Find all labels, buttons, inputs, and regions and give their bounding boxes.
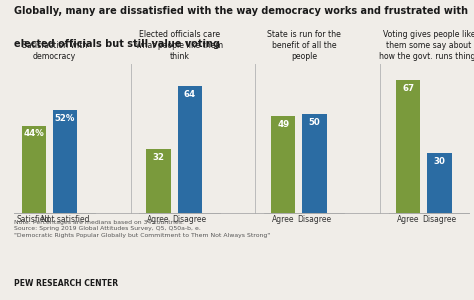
Bar: [302, 113, 327, 213]
Bar: [427, 154, 452, 213]
Bar: [53, 110, 77, 213]
Title: State is run for the
benefit of all the
people: State is run for the benefit of all the …: [267, 30, 341, 62]
Text: 49: 49: [277, 119, 290, 128]
Text: Globally, many are dissatisfied with the way democracy works and frustrated with: Globally, many are dissatisfied with the…: [14, 6, 468, 16]
Text: 30: 30: [433, 158, 446, 166]
Bar: [271, 116, 295, 213]
Bar: [146, 149, 171, 213]
Title: Satisfaction with
democracy: Satisfaction with democracy: [22, 41, 87, 62]
Text: Note: Percentages are medians based on 34 countries.
Source: Spring 2019 Global : Note: Percentages are medians based on 3…: [14, 220, 270, 238]
Title: Voting gives people like
them some say about
how the govt. runs things: Voting gives people like them some say a…: [379, 30, 474, 62]
Bar: [21, 125, 46, 213]
Text: 64: 64: [183, 90, 196, 99]
Text: 67: 67: [402, 84, 414, 93]
Bar: [178, 85, 202, 213]
Text: 52%: 52%: [55, 113, 75, 122]
Bar: [396, 80, 420, 213]
Text: 50: 50: [309, 118, 320, 127]
Title: Elected officials care
what people like them
think: Elected officials care what people like …: [136, 30, 223, 62]
Text: 44%: 44%: [23, 130, 44, 139]
Text: 32: 32: [153, 154, 164, 163]
Text: elected officials but still value voting: elected officials but still value voting: [14, 39, 220, 50]
Text: PEW RESEARCH CENTER: PEW RESEARCH CENTER: [14, 280, 118, 289]
